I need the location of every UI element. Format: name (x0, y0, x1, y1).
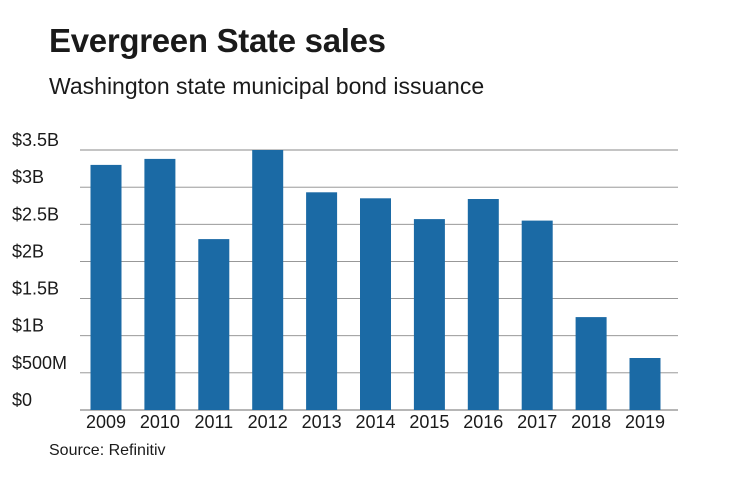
y-tick-label: $3B (12, 167, 44, 187)
chart-subtitle: Washington state municipal bond issuance (49, 73, 485, 99)
x-tick-label: 2016 (463, 412, 503, 432)
x-tick-label: 2011 (194, 412, 233, 432)
bar-2017 (521, 220, 553, 410)
grid-lines (80, 149, 678, 411)
x-tick-label: 2013 (302, 412, 342, 432)
x-tick-label: 2018 (571, 412, 611, 432)
y-tick-label: $2.5B (12, 204, 59, 224)
x-tick-label: 2012 (248, 412, 288, 432)
y-tick-label: $0 (12, 390, 32, 410)
y-tick-label: $2B (12, 241, 44, 261)
bars (90, 150, 661, 410)
x-tick-label: 2009 (86, 412, 126, 432)
bar-2009 (90, 164, 122, 410)
y-tick-label: $3.5B (12, 130, 59, 150)
x-tick-label: 2017 (517, 412, 557, 432)
bar-2019 (629, 358, 661, 410)
bar-2011 (198, 239, 230, 410)
bar-2010 (144, 158, 176, 410)
source-note: Source: Refinitiv (49, 442, 166, 459)
chart-title: Evergreen State sales (49, 22, 386, 59)
x-tick-label: 2019 (625, 412, 665, 432)
bar-2015 (413, 219, 445, 410)
y-tick-label: $1B (12, 316, 44, 336)
x-tick-label: 2015 (409, 412, 449, 432)
bar-2018 (575, 317, 607, 410)
y-axis-tick-labels: $0 $500M $1B $1.5B $2B $2.5B $3B $3.5B (12, 130, 67, 410)
y-tick-label: $500M (12, 353, 67, 373)
x-tick-label: 2010 (140, 412, 180, 432)
bar-2016 (467, 199, 499, 410)
y-tick-label: $1.5B (12, 279, 59, 299)
x-axis-tick-labels: 2009 2010 2011 2012 2013 2014 2015 2016 2017 2018… (86, 412, 665, 432)
x-tick-label: 2014 (355, 412, 395, 432)
bar-2013 (306, 192, 338, 410)
bar-2014 (360, 198, 391, 410)
bar-2012 (252, 150, 284, 410)
